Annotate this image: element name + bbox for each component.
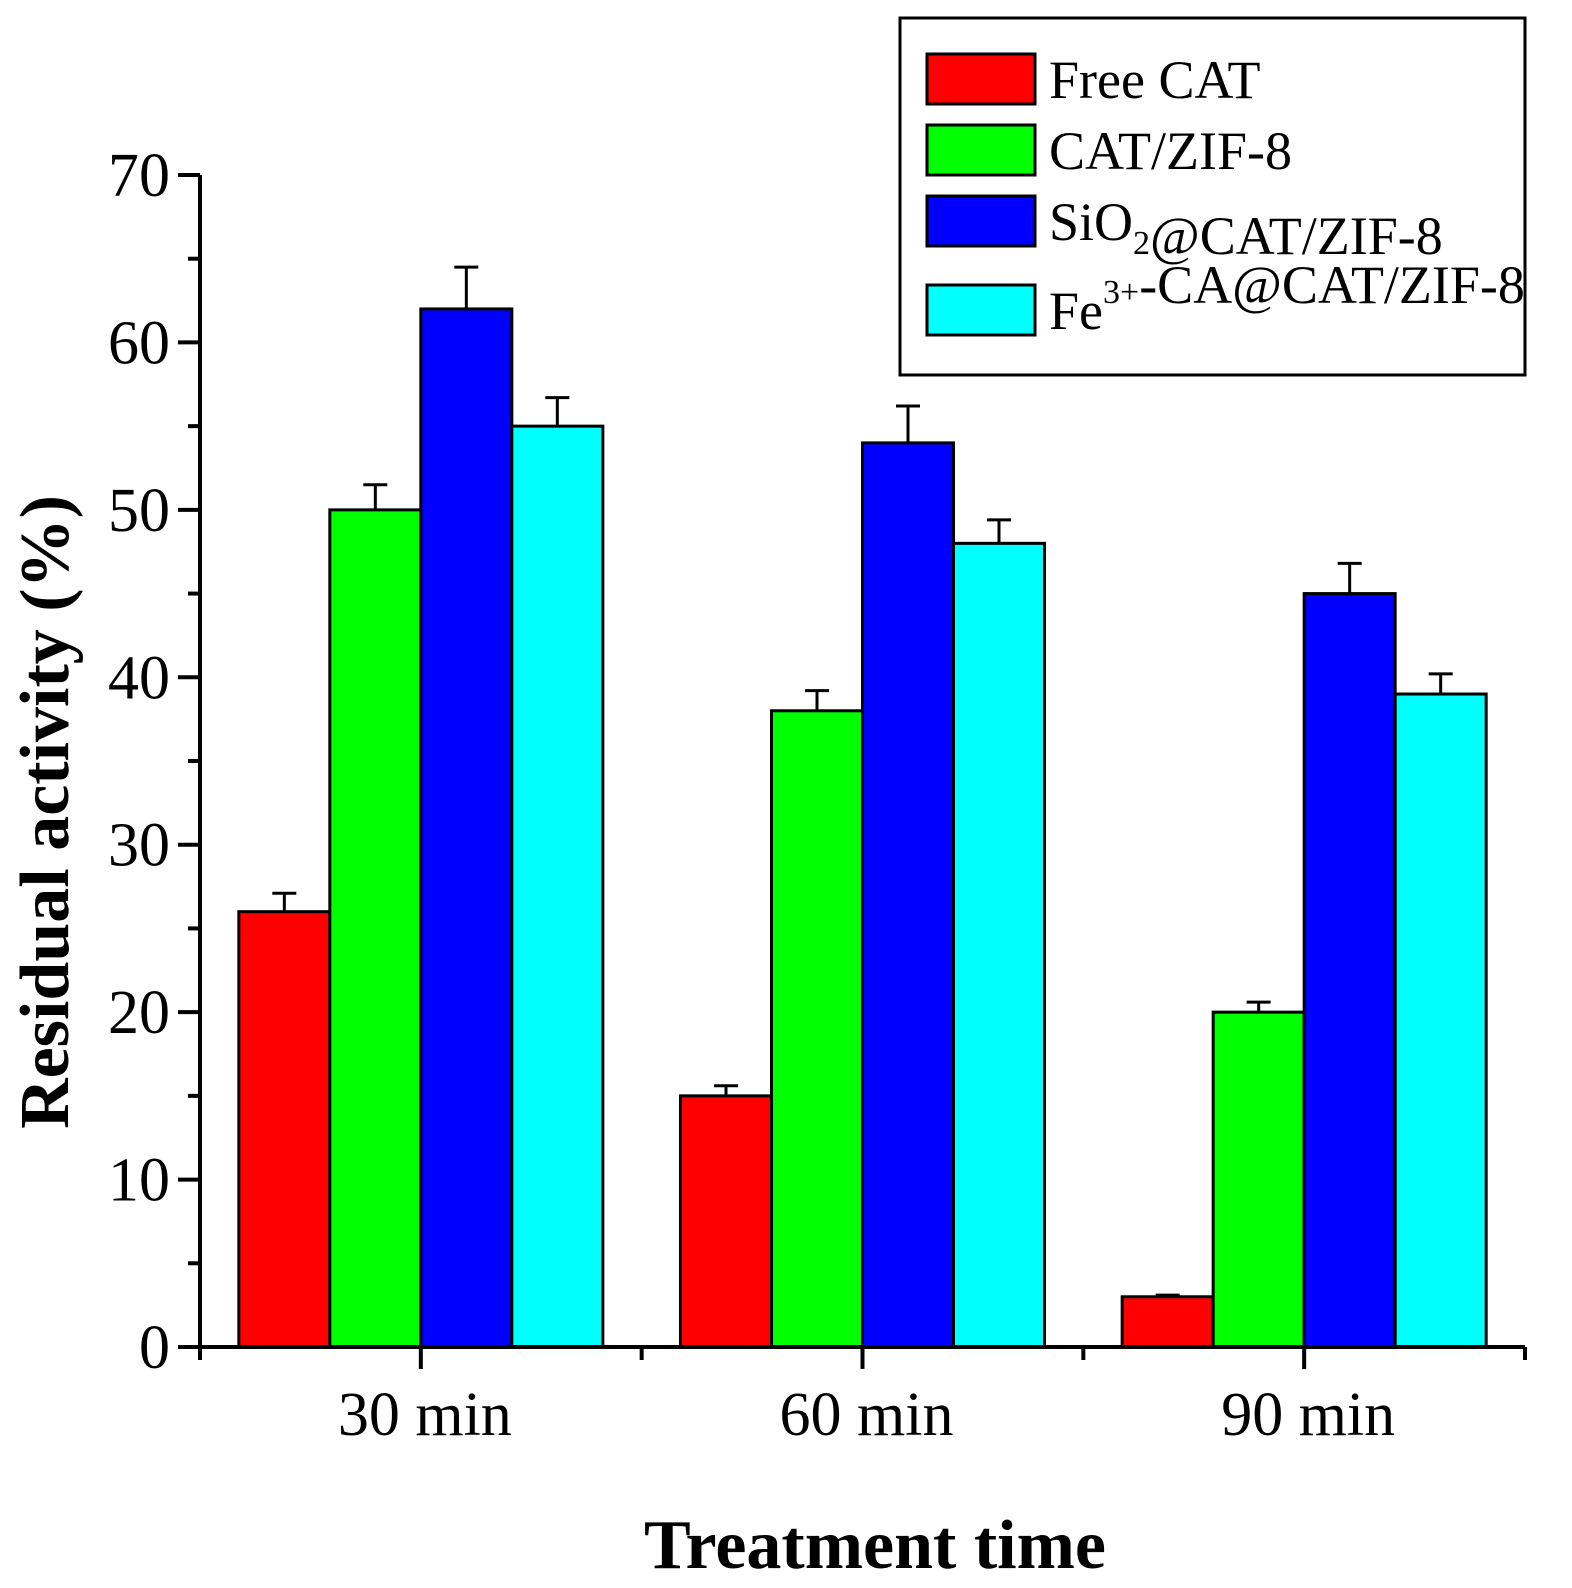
bar-0-3	[512, 426, 603, 1347]
bar-1-2	[863, 443, 954, 1347]
legend-swatch-0	[927, 54, 1035, 104]
bars-layer	[239, 309, 1486, 1347]
y-tick-label-4: 40	[108, 644, 170, 712]
x-axis-title: Treatment time	[644, 1507, 1106, 1584]
bar-0-1	[330, 510, 421, 1347]
x-tick-label-1: 60 min	[780, 1381, 954, 1449]
y-tick-label-2: 20	[108, 979, 170, 1047]
y-tick-label-0: 0	[139, 1314, 170, 1382]
legend-swatch-2	[927, 196, 1035, 246]
bar-2-3	[1395, 694, 1486, 1347]
y-tick-label-5: 50	[108, 477, 170, 545]
bar-1-0	[681, 1096, 772, 1347]
legend-label-0: Free CAT	[1049, 50, 1260, 110]
y-tick-label-6: 60	[108, 309, 170, 377]
bar-1-3	[954, 543, 1045, 1347]
bar-1-1	[772, 711, 863, 1347]
x-tick-label-0: 30 min	[338, 1381, 512, 1449]
y-tick-label-1: 10	[108, 1147, 170, 1215]
bar-chart: 0 10 20 30 40 50 60 70 30 min 60 min 90 min Treatm…	[0, 0, 1572, 1588]
bar-2-2	[1304, 594, 1395, 1347]
bar-2-1	[1213, 1012, 1304, 1347]
legend: Free CATCAT/ZIF-8SiO2@CAT/ZIF-8Fe3+-CA@C…	[900, 18, 1525, 375]
bar-0-2	[421, 309, 512, 1347]
bar-2-0	[1122, 1297, 1213, 1347]
legend-swatch-3	[927, 285, 1035, 335]
x-tick-label-2: 90 min	[1221, 1381, 1395, 1449]
y-tick-label-7: 70	[108, 142, 170, 210]
y-axis-title: Residual activity (%)	[7, 495, 84, 1129]
y-tick-label-3: 30	[108, 812, 170, 880]
legend-swatch-1	[927, 125, 1035, 175]
bar-0-0	[239, 912, 330, 1347]
legend-label-1: CAT/ZIF-8	[1049, 121, 1292, 181]
